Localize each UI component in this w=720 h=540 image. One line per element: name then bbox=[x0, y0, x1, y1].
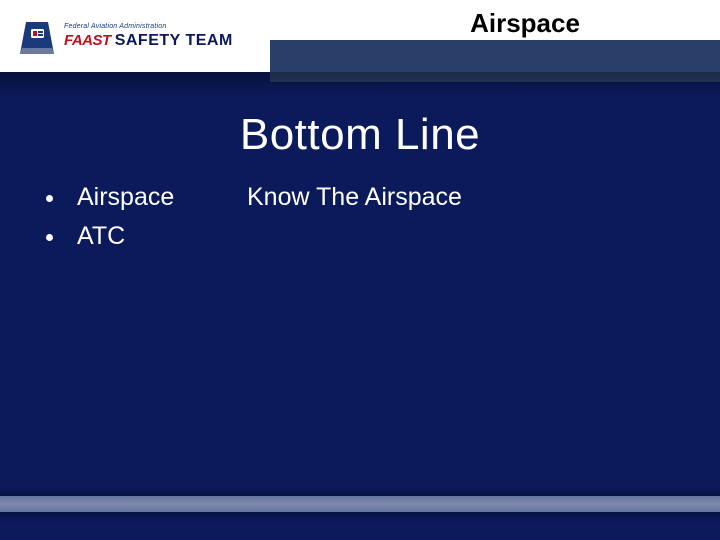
logo-text: Federal Aviation Administration FAAST SA… bbox=[64, 23, 233, 49]
list-item: Airspace Know The Airspace bbox=[46, 183, 462, 212]
bullet-dot-icon bbox=[46, 195, 53, 202]
bullet-label: Airspace bbox=[77, 183, 247, 212]
footer-band bbox=[0, 496, 720, 512]
slide: Federal Aviation Administration FAAST SA… bbox=[0, 0, 720, 540]
header-title: Airspace bbox=[360, 8, 690, 39]
bullet-dot-icon bbox=[46, 234, 53, 241]
bullet-detail: Know The Airspace bbox=[247, 183, 462, 212]
main-title: Bottom Line bbox=[0, 110, 720, 160]
footer-shadow-top bbox=[0, 486, 720, 496]
logo: Federal Aviation Administration FAAST SA… bbox=[18, 6, 258, 66]
footer-shadow-bottom bbox=[0, 512, 720, 522]
bullet-list: Airspace Know The Airspace ATC bbox=[46, 183, 462, 261]
logo-brand-prefix: FAAST bbox=[64, 33, 111, 48]
logo-brand-main: SAFETY TEAM bbox=[115, 33, 233, 49]
logo-brand-line: FAAST SAFETY TEAM bbox=[64, 33, 233, 49]
header-shadow bbox=[0, 72, 720, 96]
bullet-label: ATC bbox=[77, 222, 247, 251]
tail-fin-icon bbox=[18, 16, 56, 56]
list-item: ATC bbox=[46, 222, 462, 251]
logo-agency-line: Federal Aviation Administration bbox=[64, 23, 233, 30]
